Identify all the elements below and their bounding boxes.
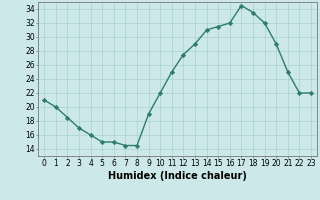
X-axis label: Humidex (Indice chaleur): Humidex (Indice chaleur): [108, 171, 247, 181]
